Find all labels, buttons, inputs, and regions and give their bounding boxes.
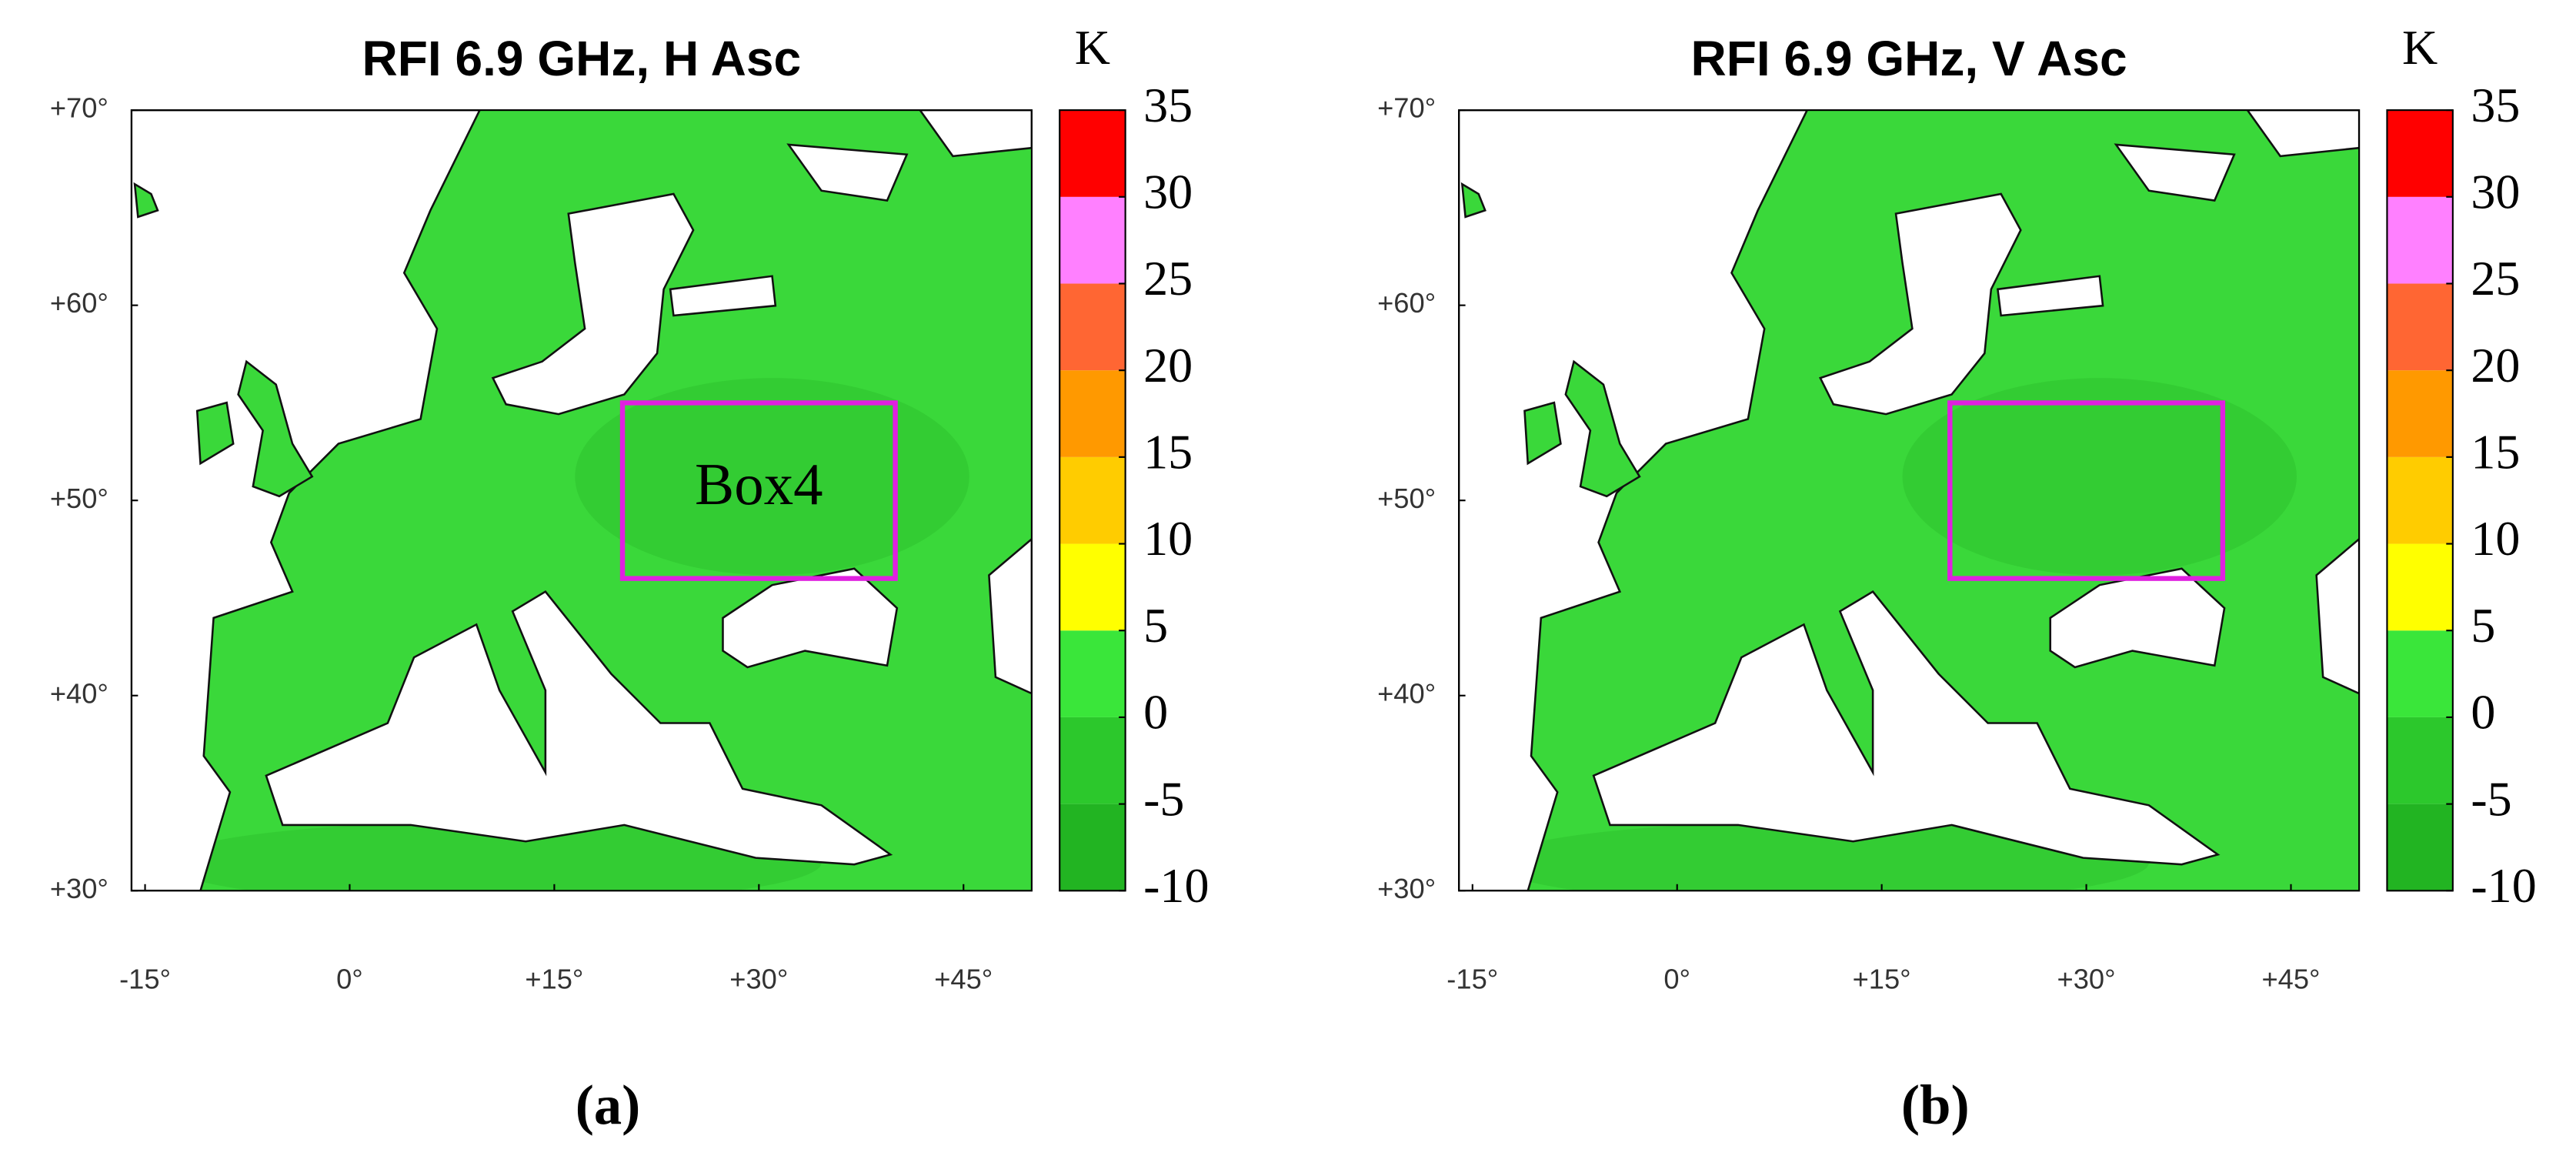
sea: [131, 110, 481, 891]
lon-tick-label: 0°: [336, 963, 363, 994]
colorbar-tick-label: 5: [2471, 598, 2495, 653]
sea: [1996, 275, 2104, 317]
colorbar-tick-label: -5: [2471, 771, 2511, 826]
colorbar-segment: [2387, 110, 2453, 197]
colorbar-tick-label: -10: [2471, 858, 2536, 913]
colorbar-segment: [2387, 456, 2453, 544]
colorbar-tick-label: 35: [2471, 78, 2520, 132]
colorbar-segment: [1059, 456, 1126, 544]
island: [195, 401, 235, 466]
colorbar-tick-label: 20: [1143, 338, 1193, 393]
colorbar-segment: [1059, 630, 1126, 717]
study-box: [1947, 400, 2226, 581]
lat-tick-label: +70°: [1377, 92, 1436, 124]
land-shade: [164, 821, 822, 891]
sea: [2315, 537, 2360, 695]
sea: [786, 143, 909, 202]
colorbar-segment: [1059, 717, 1126, 804]
sea: [919, 110, 1032, 158]
caption: (b): [1901, 1074, 1970, 1136]
colorbar-tick-label: 35: [1143, 78, 1193, 132]
study-box: [619, 400, 898, 581]
island: [133, 182, 159, 219]
panel-title: RFI 6.9 GHz, H Asc: [362, 31, 802, 86]
colorbar-tick-label: -10: [1143, 858, 1209, 913]
colorbar-tick-label: 5: [1143, 598, 1168, 653]
panel-title: RFI 6.9 GHz, V Asc: [1691, 31, 2127, 86]
lat-tick-label: +30°: [50, 873, 108, 904]
lat-tick-label: +40°: [50, 677, 108, 709]
lat-tick-label: +60°: [1377, 287, 1436, 319]
land-shade: [1491, 821, 2149, 891]
map-body: [1459, 110, 2360, 891]
lat-tick-label: +70°: [50, 92, 108, 124]
lon-tick-label: +15°: [1853, 963, 1911, 994]
colorbar-tick-label: 25: [1143, 251, 1193, 306]
lat-tick-label: +50°: [50, 483, 108, 514]
colorbar-tick-label: 10: [1143, 511, 1193, 566]
colorbar-segment: [1059, 370, 1126, 457]
sea: [2114, 143, 2236, 202]
lat-tick-label: +50°: [1377, 483, 1436, 514]
lon-tick-label: +45°: [934, 963, 993, 994]
lon-tick-label: +15°: [525, 963, 583, 994]
land-shade: [1902, 378, 2297, 576]
colorbar-segment: [2387, 804, 2453, 891]
island: [1460, 182, 1487, 219]
lon-tick-label: 0°: [1663, 963, 1690, 994]
colorbar-tick-label: 30: [2471, 164, 2520, 219]
sea: [265, 590, 893, 866]
colorbar-segment: [1059, 196, 1126, 284]
lat-tick-label: +60°: [50, 287, 108, 319]
sea: [2246, 110, 2360, 158]
colorbar-segment: [2387, 543, 2453, 631]
lon-tick-label: +30°: [729, 963, 788, 994]
colorbar-tick-label: 15: [1143, 425, 1193, 479]
colorbar-segment: [2387, 630, 2453, 717]
colorbar-segment: [2387, 283, 2453, 371]
sea: [1592, 590, 2221, 866]
colorbar-tick-label: 10: [2471, 511, 2520, 566]
colorbar-segment: [1059, 543, 1126, 631]
sea: [988, 537, 1032, 695]
lon-tick-label: -15°: [1446, 963, 1498, 994]
colorbar-tick-label: 20: [2471, 338, 2520, 393]
island: [1564, 359, 1641, 498]
island: [1523, 401, 1562, 466]
sea: [1459, 110, 1809, 891]
colorbar-tick-label: -5: [1143, 771, 1184, 826]
lon-tick-label: +45°: [2261, 963, 2320, 994]
colorbar-tick-label: 15: [2471, 425, 2520, 479]
sea: [1818, 192, 2022, 416]
lon-tick-label: -15°: [119, 963, 171, 994]
colorbar-segment: [2387, 370, 2453, 457]
map-panel: RFI 6.9 GHz, V Asc +30° +40° +50° +60° +70° -1…: [1377, 20, 2537, 1136]
lat-tick-label: +40°: [1377, 677, 1436, 709]
colorbar-segment: [1059, 804, 1126, 891]
island: [237, 359, 314, 498]
map-panel: RFI 6.9 GHz, H Asc Box4 +30° +40° +50° +60° +7…: [50, 20, 1210, 1136]
colorbar-frame: [2386, 109, 2454, 892]
colorbar-segment: [2387, 717, 2453, 804]
colorbar-segment: [1059, 283, 1126, 371]
colorbar-tick-label: 30: [1143, 164, 1193, 219]
map-body: [131, 110, 1032, 891]
colorbar-frame: [1059, 109, 1126, 892]
colorbar-unit: K: [1075, 20, 1110, 75]
colorbar-segment: [2387, 196, 2453, 284]
colorbar-tick-label: 25: [2471, 251, 2520, 306]
lon-tick-label: +30°: [2057, 963, 2116, 994]
land-shade: [575, 378, 969, 576]
colorbar-tick-label: 0: [2471, 685, 2495, 740]
box-label: Box4: [695, 452, 823, 517]
colorbar-unit: K: [2402, 20, 2438, 75]
colorbar-segment: [1059, 110, 1126, 197]
colorbar-tick-label: 0: [1143, 685, 1168, 740]
caption: (a): [576, 1074, 641, 1136]
sea: [669, 275, 777, 317]
sea: [491, 192, 695, 416]
lat-tick-label: +30°: [1377, 873, 1436, 904]
